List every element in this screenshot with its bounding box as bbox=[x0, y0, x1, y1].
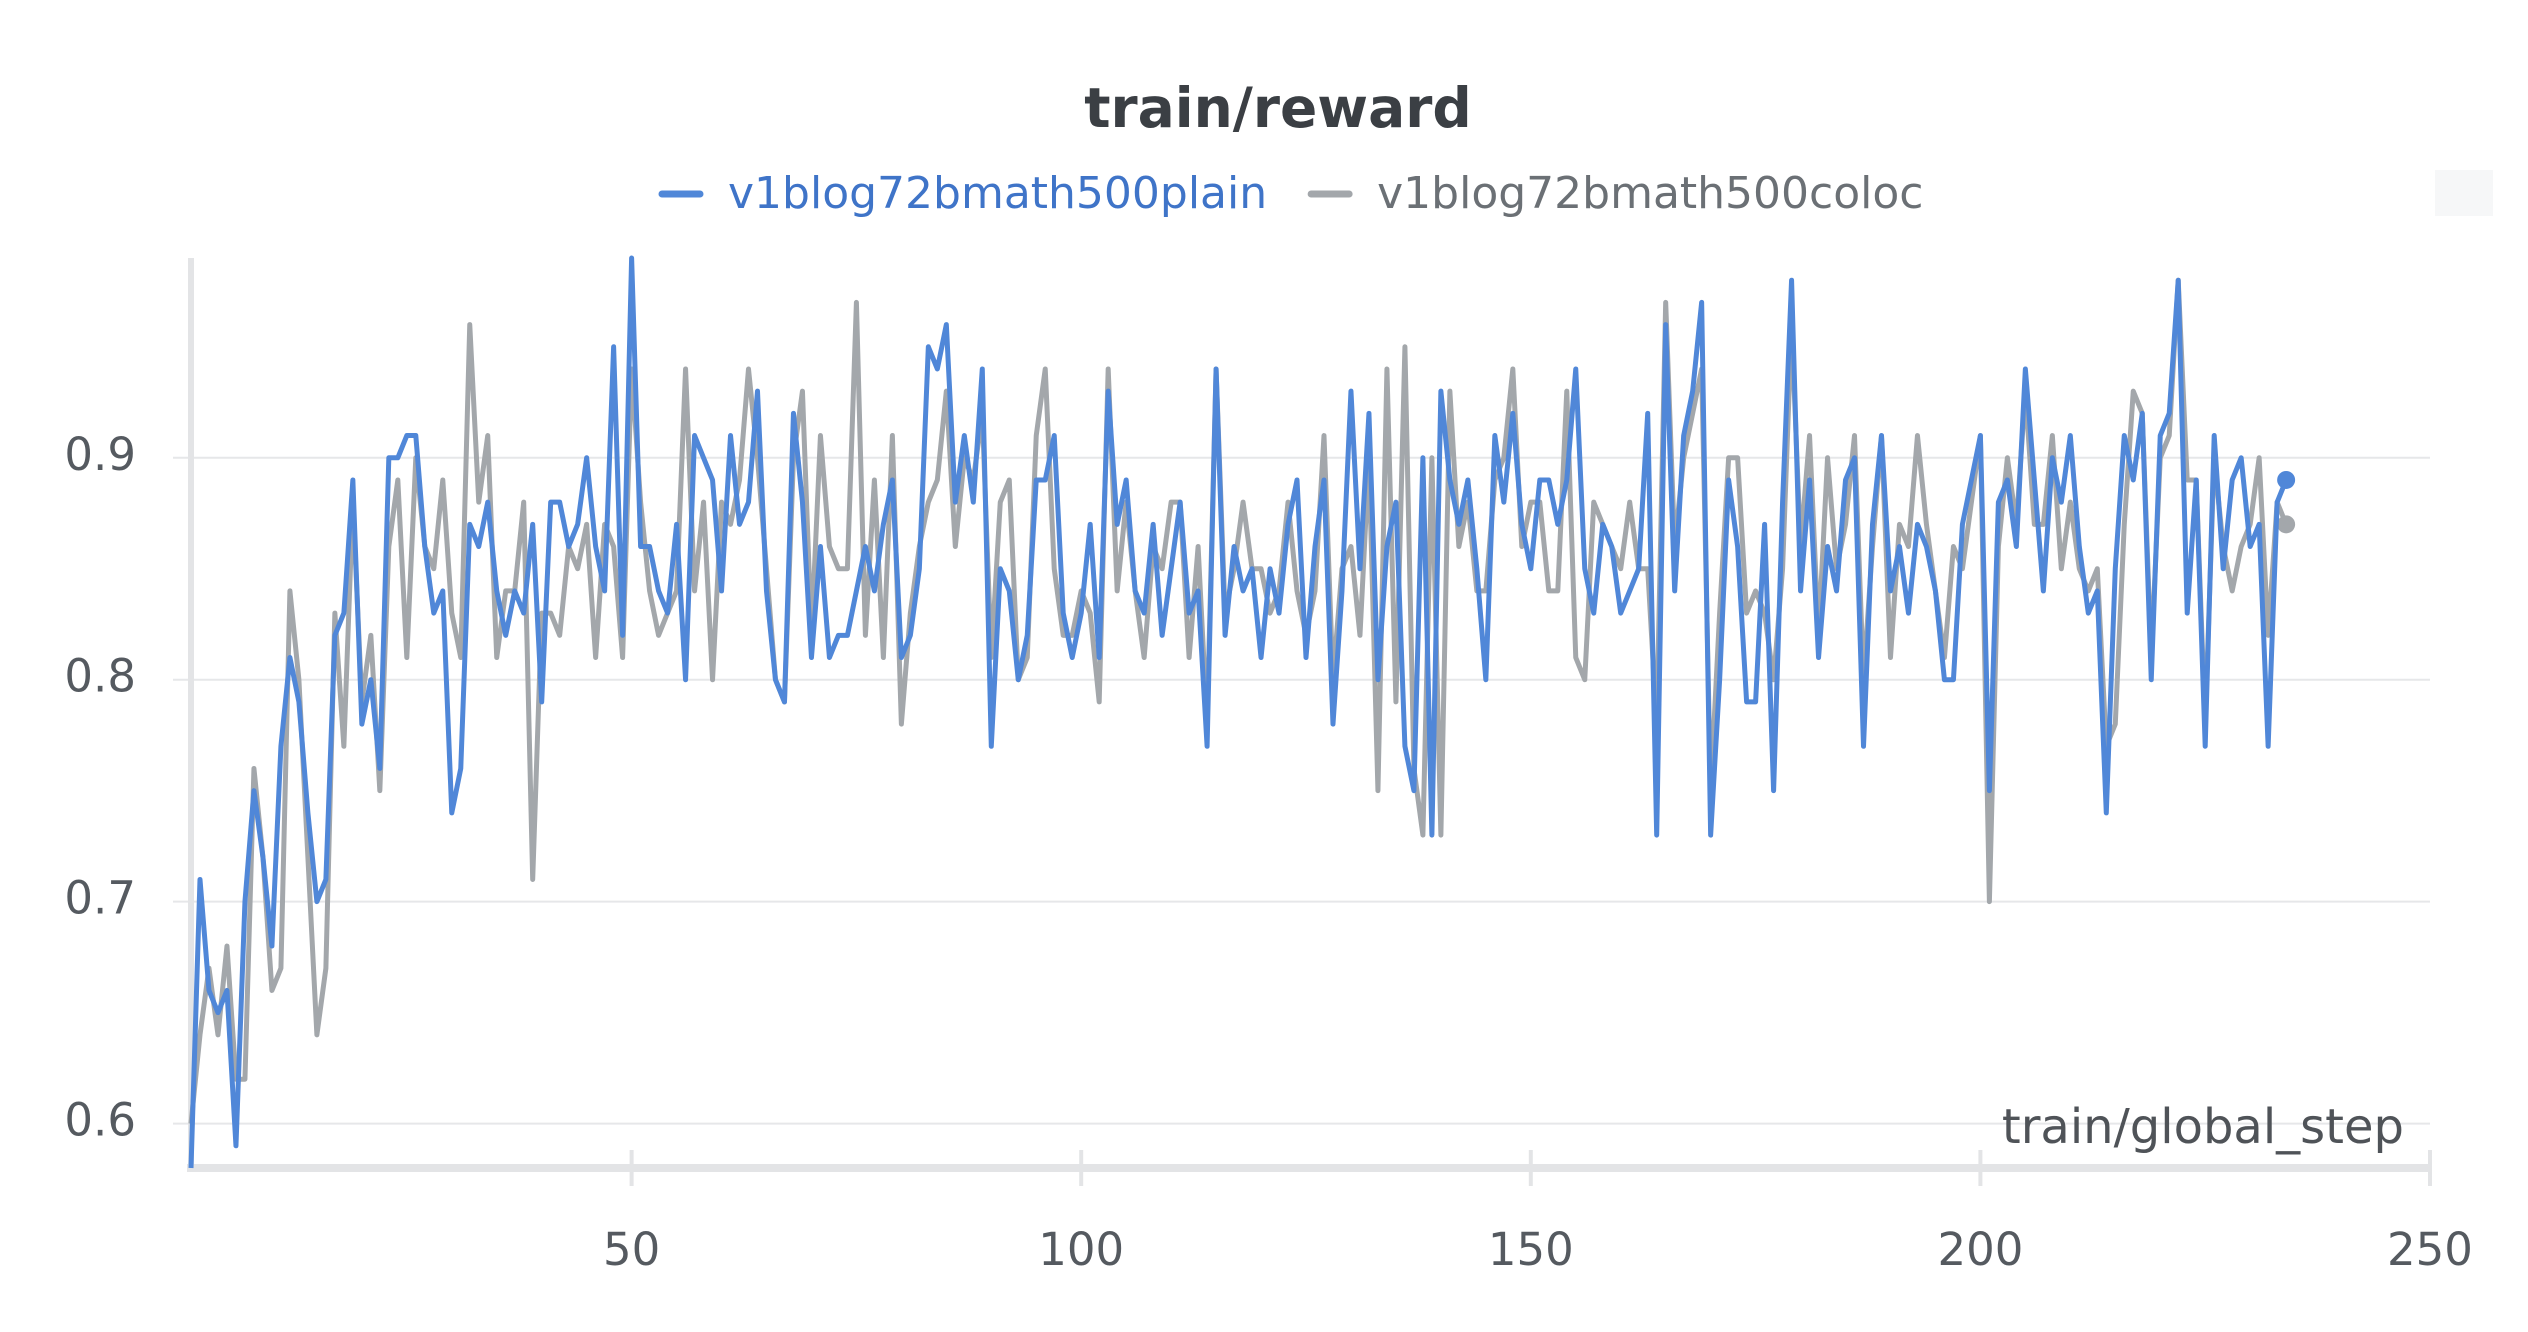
legend-label: v1blog72bmath500coloc bbox=[1377, 168, 1923, 219]
x-tick-label: 100 bbox=[1038, 1223, 1124, 1276]
x-tick-label: 250 bbox=[2387, 1223, 2473, 1276]
panel-button[interactable] bbox=[2435, 170, 2493, 216]
end-point bbox=[2277, 470, 2296, 489]
chart-title: train/reward bbox=[1084, 76, 1471, 140]
y-tick-label: 0.7 bbox=[64, 872, 136, 925]
y-tick-label: 0.8 bbox=[64, 650, 136, 703]
series-line bbox=[188, 277, 2289, 1124]
end-point bbox=[2277, 515, 2296, 534]
x-tick-label: 50 bbox=[603, 1223, 660, 1276]
x-axis-label: train/global_step bbox=[2002, 1099, 2404, 1155]
legend: v1blog72bmath500plain v1blog72bmath500col… bbox=[658, 168, 1924, 219]
x-tick-label: 200 bbox=[1937, 1223, 2023, 1276]
series-line bbox=[188, 255, 2289, 1169]
x-tick-label: 150 bbox=[1488, 1223, 1574, 1276]
y-tick-label: 0.9 bbox=[64, 428, 136, 481]
legend-label: v1blog72bmath500plain bbox=[728, 168, 1267, 219]
y-tick-label: 0.6 bbox=[64, 1094, 136, 1147]
